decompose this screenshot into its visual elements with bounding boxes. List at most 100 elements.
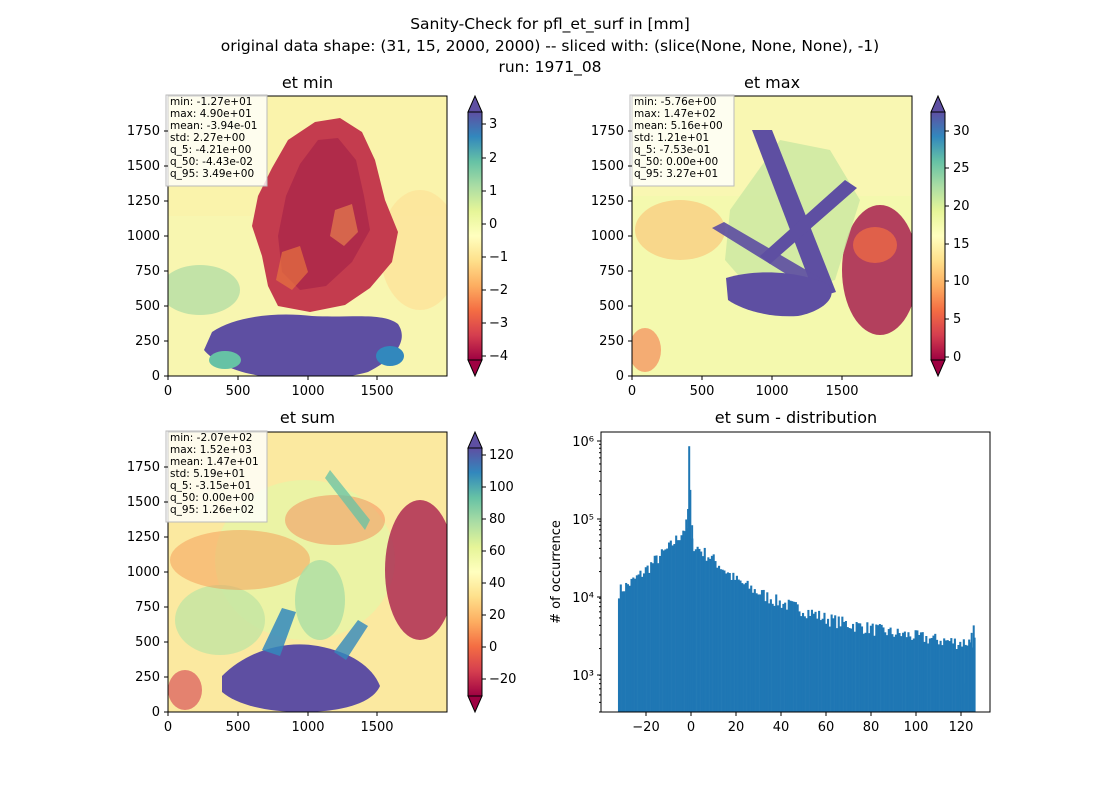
- y-tick-label: 750: [135, 264, 160, 279]
- panel-et-sum-distribution: et sum - distribution −20 0 20 40 60 80 …: [549, 408, 991, 735]
- stat-line: q_95: 3.27e+01: [634, 168, 718, 180]
- histogram-bar: [660, 549, 663, 712]
- histogram-bar: [669, 540, 672, 712]
- panel-et-sum: et sum min: -2.07e+02 max: 1.52e+03 mean…: [127, 408, 517, 735]
- colorbar-tick-label: 60: [489, 544, 506, 559]
- histogram-bar: [812, 613, 815, 712]
- histogram-bar: [934, 633, 937, 712]
- histogram-bar: [805, 618, 808, 712]
- histogram-bar: [741, 583, 744, 712]
- histogram-bar: [914, 630, 917, 712]
- histogram-bar: [625, 582, 628, 712]
- colorbar-tick-label: 3: [489, 117, 497, 132]
- panel-et-max: et max min: -5.76e+00 max: 1.47e+02 mean…: [591, 73, 970, 399]
- histogram-bar: [787, 599, 790, 712]
- colorbar-extend-min: [467, 695, 483, 714]
- histogram-bar: [700, 551, 703, 712]
- histogram-bar: [737, 579, 740, 712]
- colorbar-tick-label: −4: [489, 349, 508, 364]
- histogram-bar: [641, 576, 644, 712]
- x-tick-label: 60: [818, 720, 835, 735]
- colorbar-extend-max: [467, 94, 483, 113]
- histogram-bar: [887, 629, 890, 712]
- histogram-bar: [957, 645, 960, 712]
- histogram-bar: [878, 624, 881, 712]
- histogram-bar: [771, 603, 774, 712]
- histogram-bar: [900, 636, 903, 712]
- stat-line: min: -1.27e+01: [170, 96, 252, 108]
- histogram-bar: [810, 609, 814, 712]
- histogram-bar: [716, 567, 719, 712]
- histogram-bar: [701, 556, 705, 712]
- panel-title: et sum - distribution: [715, 408, 877, 427]
- histogram-bar: [782, 603, 785, 712]
- stat-line: q_5: -7.53e-01: [634, 144, 710, 156]
- histogram-bar: [919, 632, 922, 712]
- x-axis: 0 500 1000 1500: [164, 376, 394, 399]
- x-tick-label: 1000: [755, 384, 788, 399]
- histogram-bar: [721, 569, 724, 712]
- histogram-bar: [791, 601, 794, 712]
- x-tick-label: 500: [226, 384, 251, 399]
- y-tick-label: 1000: [127, 229, 160, 244]
- x-tick-label: 1500: [825, 384, 858, 399]
- y-tick-label: 750: [599, 264, 624, 279]
- histogram-bar: [651, 563, 654, 712]
- histogram-bar: [691, 525, 694, 712]
- histogram-bar: [923, 641, 926, 712]
- colorbar-tick-label: −20: [489, 672, 516, 687]
- histogram-bar: [896, 628, 899, 712]
- histogram-bar: [639, 570, 642, 712]
- histogram-bar: [823, 612, 826, 712]
- x-tick-label: 80: [863, 720, 880, 735]
- histogram-bar: [642, 573, 646, 712]
- histogram-bar: [835, 628, 839, 712]
- histogram-bar: [809, 615, 812, 712]
- histogram-bar: [866, 622, 869, 712]
- y-tick-label: 1750: [591, 124, 624, 139]
- histogram-bar: [637, 574, 640, 712]
- histogram-bar: [688, 446, 691, 712]
- histogram-bar: [785, 609, 788, 712]
- y-tick-label: 750: [135, 600, 160, 615]
- histogram-bar: [952, 643, 955, 712]
- histogram-bar: [769, 599, 772, 712]
- x-tick-label: 1500: [360, 384, 393, 399]
- colorbar: 120 100 80 60 40 20 0 −20: [467, 430, 516, 714]
- histogram-bar: [946, 640, 949, 712]
- x-tick-label: −20: [632, 720, 659, 735]
- histogram-bar: [801, 612, 805, 712]
- y-axis-label: # of occurrence: [549, 520, 564, 624]
- histogram-bar: [750, 585, 753, 712]
- histogram-bar: [816, 618, 819, 712]
- x-tick-label: 0: [687, 720, 695, 735]
- histogram-bar: [953, 638, 956, 712]
- histogram-bar: [696, 546, 699, 712]
- stat-line: min: -5.76e+00: [634, 96, 716, 108]
- colorbar-gradient: [930, 111, 946, 361]
- colorbar-tick-label: −2: [489, 283, 508, 298]
- panel-et-min: et min min: -1.27e+01 max: 4.90e+01 mean…: [127, 73, 508, 399]
- x-tick-label: 100: [904, 720, 929, 735]
- histogram-bar: [852, 623, 855, 712]
- histogram-bar: [744, 582, 747, 712]
- histogram-bar: [964, 644, 967, 712]
- histogram-bar: [891, 634, 894, 712]
- y-tick-label: 0: [152, 705, 160, 720]
- stat-line: q_95: 1.26e+02: [170, 504, 254, 516]
- y-tick-label: 1250: [127, 194, 160, 209]
- y-tick-label: 500: [599, 299, 624, 314]
- histogram-bar: [773, 605, 776, 712]
- y-tick-label: 1750: [127, 460, 160, 475]
- histogram-bar: [784, 602, 787, 712]
- x-tick-label: 0: [164, 384, 172, 399]
- stat-line: mean: 5.16e+00: [634, 120, 723, 132]
- histogram-bar: [932, 635, 935, 712]
- stat-line: std: 2.27e+00: [170, 132, 245, 144]
- stat-line: mean: -3.94e-01: [170, 120, 257, 132]
- histogram-bar: [918, 635, 921, 712]
- histogram-bar: [632, 577, 635, 712]
- colorbar-tick-label: 15: [953, 237, 970, 252]
- y-tick-label: 1500: [127, 495, 160, 510]
- histogram-bar: [798, 611, 801, 712]
